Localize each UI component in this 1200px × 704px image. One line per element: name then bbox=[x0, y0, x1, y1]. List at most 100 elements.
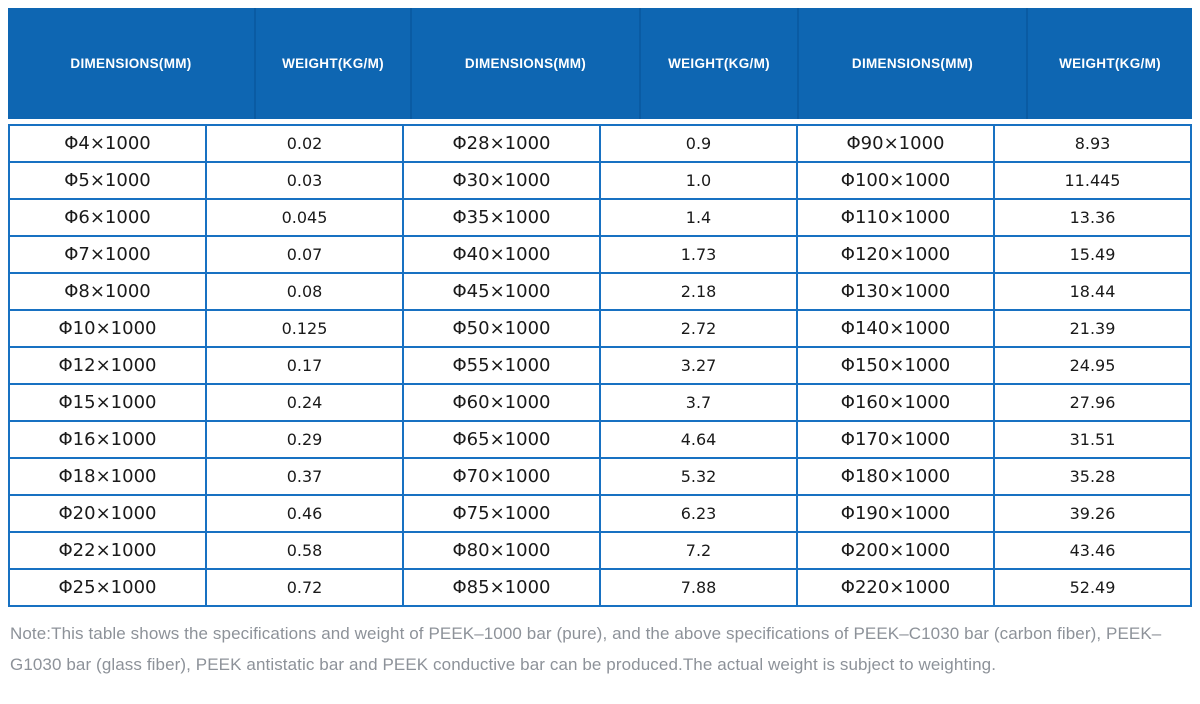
weight-cell: 0.125 bbox=[205, 309, 404, 348]
dimension-cell: Φ30×1000 bbox=[402, 161, 601, 200]
dimension-cell: Φ140×1000 bbox=[796, 309, 995, 348]
dimension-cell: Φ16×1000 bbox=[8, 420, 207, 459]
weight-cell: 0.58 bbox=[205, 531, 404, 570]
dimension-cell: Φ170×1000 bbox=[796, 420, 995, 459]
dimension-cell: Φ160×1000 bbox=[796, 383, 995, 422]
dimension-cell: Φ100×1000 bbox=[796, 161, 995, 200]
weight-cell: 7.2 bbox=[599, 531, 798, 570]
dimension-cell: Φ8×1000 bbox=[8, 272, 207, 311]
weight-cell: 35.28 bbox=[993, 457, 1192, 496]
dimension-cell: Φ25×1000 bbox=[8, 568, 207, 607]
table-row: Φ6×1000 0.045 Φ35×1000 1.4 Φ110×1000 13.36 bbox=[8, 198, 1192, 237]
table-row: Φ8×1000 0.08 Φ45×1000 2.18 Φ130×1000 18.44 bbox=[8, 272, 1192, 311]
weight-cell: 43.46 bbox=[993, 531, 1192, 570]
weight-cell: 2.72 bbox=[599, 309, 798, 348]
dimension-cell: Φ150×1000 bbox=[796, 346, 995, 385]
weight-cell: 5.32 bbox=[599, 457, 798, 496]
spec-table-section: DIMENSIONS(MM) WEIGHT(KG/M) DIMENSIONS(MM)… bbox=[8, 8, 1192, 674]
weight-cell: 27.96 bbox=[993, 383, 1192, 422]
dimension-cell: Φ40×1000 bbox=[402, 235, 601, 274]
weight-cell: 21.39 bbox=[993, 309, 1192, 348]
table-row: Φ12×1000 0.17 Φ55×1000 3.27 Φ150×1000 24.95 bbox=[8, 346, 1192, 385]
weight-cell: 0.46 bbox=[205, 494, 404, 533]
table-row: Φ15×1000 0.24 Φ60×1000 3.7 Φ160×1000 27.96 bbox=[8, 383, 1192, 422]
dimension-cell: Φ120×1000 bbox=[796, 235, 995, 274]
dimension-cell: Φ7×1000 bbox=[8, 235, 207, 274]
weight-cell: 0.24 bbox=[205, 383, 404, 422]
dimension-cell: Φ130×1000 bbox=[796, 272, 995, 311]
dimension-cell: Φ45×1000 bbox=[402, 272, 601, 311]
table-row: Φ22×1000 0.58 Φ80×1000 7.2 Φ200×1000 43.46 bbox=[8, 531, 1192, 570]
weight-cell: 1.4 bbox=[599, 198, 798, 237]
weight-cell: 8.93 bbox=[993, 124, 1192, 163]
weight-cell: 0.045 bbox=[205, 198, 404, 237]
weight-cell: 15.49 bbox=[993, 235, 1192, 274]
weight-cell: 0.29 bbox=[205, 420, 404, 459]
table-row: Φ20×1000 0.46 Φ75×1000 6.23 Φ190×1000 39.26 bbox=[8, 494, 1192, 533]
dimension-cell: Φ80×1000 bbox=[402, 531, 601, 570]
weight-cell: 0.02 bbox=[205, 124, 404, 163]
dimension-cell: Φ85×1000 bbox=[402, 568, 601, 607]
note-text: Note:This table shows the specifications… bbox=[10, 624, 1162, 674]
dimension-cell: Φ180×1000 bbox=[796, 457, 995, 496]
weight-cell: 0.72 bbox=[205, 568, 404, 607]
weight-cell: 11.445 bbox=[993, 161, 1192, 200]
dimension-cell: Φ10×1000 bbox=[8, 309, 207, 348]
dimension-cell: Φ110×1000 bbox=[796, 198, 995, 237]
table-row: Φ10×1000 0.125 Φ50×1000 2.72 Φ140×1000 21.39 bbox=[8, 309, 1192, 348]
weight-cell: 18.44 bbox=[993, 272, 1192, 311]
dimension-cell: Φ35×1000 bbox=[402, 198, 601, 237]
dimension-cell: Φ15×1000 bbox=[8, 383, 207, 422]
weight-cell: 0.03 bbox=[205, 161, 404, 200]
dimension-cell: Φ6×1000 bbox=[8, 198, 207, 237]
weight-cell: 39.26 bbox=[993, 494, 1192, 533]
dimension-cell: Φ60×1000 bbox=[402, 383, 601, 422]
table-row: Φ7×1000 0.07 Φ40×1000 1.73 Φ120×1000 15.49 bbox=[8, 235, 1192, 274]
weight-cell: 0.17 bbox=[205, 346, 404, 385]
table-row: Φ18×1000 0.37 Φ70×1000 5.32 Φ180×1000 35.28 bbox=[8, 457, 1192, 496]
weight-cell: 4.64 bbox=[599, 420, 798, 459]
weight-cell: 13.36 bbox=[993, 198, 1192, 237]
dimension-cell: Φ28×1000 bbox=[402, 124, 601, 163]
weight-cell: 52.49 bbox=[993, 568, 1192, 607]
dimension-cell: Φ5×1000 bbox=[8, 161, 207, 200]
dimension-cell: Φ22×1000 bbox=[8, 531, 207, 570]
header-cell-weight: WEIGHT(KG/M) bbox=[639, 8, 797, 119]
table-row: Φ25×1000 0.72 Φ85×1000 7.88 Φ220×1000 52.49 bbox=[8, 568, 1192, 607]
dimension-cell: Φ20×1000 bbox=[8, 494, 207, 533]
dimension-cell: Φ200×1000 bbox=[796, 531, 995, 570]
table-row: Φ5×1000 0.03 Φ30×1000 1.0 Φ100×1000 11.445 bbox=[8, 161, 1192, 200]
weight-cell: 31.51 bbox=[993, 420, 1192, 459]
dimension-cell: Φ75×1000 bbox=[402, 494, 601, 533]
table-header-row: DIMENSIONS(MM) WEIGHT(KG/M) DIMENSIONS(MM)… bbox=[8, 8, 1192, 119]
dimension-cell: Φ65×1000 bbox=[402, 420, 601, 459]
weight-cell: 3.27 bbox=[599, 346, 798, 385]
dimension-cell: Φ70×1000 bbox=[402, 457, 601, 496]
dimension-cell: Φ90×1000 bbox=[796, 124, 995, 163]
weight-cell: 1.73 bbox=[599, 235, 798, 274]
weight-cell: 0.9 bbox=[599, 124, 798, 163]
dimension-cell: Φ190×1000 bbox=[796, 494, 995, 533]
header-cell-dimensions: DIMENSIONS(MM) bbox=[797, 8, 1026, 119]
table-row: Φ16×1000 0.29 Φ65×1000 4.64 Φ170×1000 31.51 bbox=[8, 420, 1192, 459]
weight-cell: 0.07 bbox=[205, 235, 404, 274]
header-cell-weight: WEIGHT(KG/M) bbox=[1026, 8, 1192, 119]
spec-table: Φ4×1000 0.02 Φ28×1000 0.9 Φ90×1000 8.93 Φ5×100… bbox=[8, 124, 1192, 607]
dimension-cell: Φ50×1000 bbox=[402, 309, 601, 348]
weight-cell: 3.7 bbox=[599, 383, 798, 422]
header-cell-dimensions: DIMENSIONS(MM) bbox=[410, 8, 639, 119]
weight-cell: 0.37 bbox=[205, 457, 404, 496]
weight-cell: 0.08 bbox=[205, 272, 404, 311]
dimension-cell: Φ55×1000 bbox=[402, 346, 601, 385]
weight-cell: 24.95 bbox=[993, 346, 1192, 385]
table-row: Φ4×1000 0.02 Φ28×1000 0.9 Φ90×1000 8.93 bbox=[8, 124, 1192, 163]
header-cell-dimensions: DIMENSIONS(MM) bbox=[70, 56, 192, 71]
weight-cell: 6.23 bbox=[599, 494, 798, 533]
dimension-cell: Φ4×1000 bbox=[8, 124, 207, 163]
weight-cell: 7.88 bbox=[599, 568, 798, 607]
dimension-cell: Φ220×1000 bbox=[796, 568, 995, 607]
dimension-cell: Φ18×1000 bbox=[8, 457, 207, 496]
weight-cell: 1.0 bbox=[599, 161, 798, 200]
weight-cell: 2.18 bbox=[599, 272, 798, 311]
header-cell-weight: WEIGHT(KG/M) bbox=[254, 8, 410, 119]
